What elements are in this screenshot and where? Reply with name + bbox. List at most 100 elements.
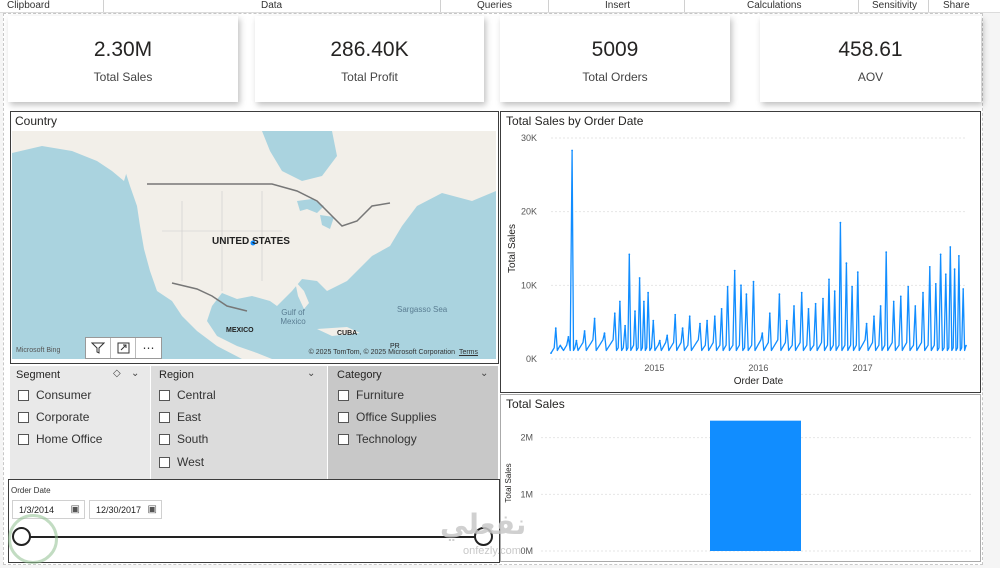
data-point (768, 312, 771, 315)
checkbox[interactable] (18, 433, 29, 445)
ribbon-group-sensitivity[interactable]: Sensitivity (872, 0, 918, 11)
slicer-option[interactable]: Technology (338, 432, 417, 446)
kpi-label: Total Orders (582, 70, 648, 84)
data-point (575, 339, 578, 342)
checkbox[interactable] (338, 389, 349, 401)
data-point (647, 291, 649, 294)
ribbon-group-data[interactable]: Data (261, 0, 283, 11)
slicer-option[interactable]: Central (159, 388, 216, 402)
data-point (934, 283, 937, 285)
map-label-sargasso: Sargasso Sea (397, 305, 448, 314)
chevron-down-icon[interactable]: ⌄ (307, 368, 316, 379)
map-area[interactable]: UNITED STATES MEXICO Gulf of Mexico Sarg… (12, 131, 496, 359)
slicer-option[interactable]: East (159, 410, 201, 424)
data-point (822, 297, 824, 300)
data-point (567, 336, 570, 338)
kpi-label: Total Profit (341, 70, 398, 84)
data-point (851, 285, 853, 288)
kpi-card-aov[interactable]: 458.61 AOV (760, 16, 981, 102)
kpi-label: Total Sales (93, 70, 153, 84)
ribbon-group-insert[interactable]: Insert (605, 0, 631, 11)
kpi-card-total-profit[interactable]: 286.40K Total Profit (255, 16, 484, 102)
data-point (619, 300, 621, 303)
eraser-icon[interactable]: ◇ (113, 368, 121, 379)
data-point (752, 280, 755, 283)
data-point (865, 322, 868, 325)
checkbox[interactable] (18, 389, 29, 401)
data-point (688, 315, 691, 318)
data-point (944, 273, 947, 276)
data-point (733, 269, 736, 272)
kpi-card-total-orders[interactable]: 5009 Total Orders (500, 16, 730, 102)
map-label-mexico: MEXICO (226, 327, 254, 334)
checkbox[interactable] (338, 433, 349, 445)
slicer-category: Category ⌄ Furniture Office Supplies Tec… (328, 366, 498, 479)
data-point (814, 302, 817, 305)
kpi-value: 2.30M (93, 38, 153, 61)
ribbon-group-queries[interactable]: Queries (477, 0, 513, 11)
checkbox[interactable] (159, 411, 170, 423)
ribbon-group-share[interactable]: Share (943, 0, 970, 11)
data-point (800, 291, 803, 294)
date-slicer-title: Order Date (11, 486, 51, 495)
x-tick-label: 2017 (853, 363, 873, 373)
slicer-option[interactable]: Furniture (338, 388, 404, 402)
data-point (785, 319, 788, 322)
data-point (833, 290, 836, 293)
slicer-option[interactable]: Home Office (18, 432, 102, 446)
data-point (681, 327, 684, 329)
y-tick-label: 30K (521, 133, 537, 143)
data-point (699, 322, 701, 325)
kpi-card-total-sales[interactable]: 2.30M Total Sales (8, 16, 238, 102)
checkbox[interactable] (18, 411, 29, 423)
kpi-label: AOV (857, 70, 884, 84)
map-title: Country (15, 114, 58, 128)
kpi-value: 5009 (591, 38, 639, 61)
more-options-icon[interactable]: ⋯ (142, 341, 155, 355)
data-point (761, 332, 764, 335)
slicer-option[interactable]: Consumer (18, 388, 91, 402)
data-point (879, 305, 882, 307)
slicer-option[interactable]: Corporate (18, 410, 89, 424)
data-point (720, 308, 723, 310)
filter-icon[interactable] (86, 338, 111, 358)
slicer-option[interactable]: Office Supplies (338, 410, 437, 424)
map-label-gulf: Gulf of Mexico (280, 308, 306, 326)
slicer-option[interactable]: West (159, 455, 204, 469)
date-range-end-handle[interactable] (474, 527, 493, 546)
chevron-down-icon[interactable]: ⌄ (480, 368, 489, 379)
ribbon-group-calculations[interactable]: Calculations (747, 0, 802, 11)
x-tick-label: 2016 (748, 363, 768, 373)
data-point (554, 327, 557, 329)
y-tick-label: 10K (521, 280, 537, 290)
calendar-icon[interactable]: ▣ (70, 504, 80, 515)
map-label-pr: PR (390, 343, 400, 350)
data-point (726, 285, 729, 288)
data-point (899, 295, 902, 298)
watermark-url: onfezly.com (463, 545, 521, 557)
y-tick-label: 0M (520, 546, 533, 556)
data-point (652, 319, 655, 322)
data-point (828, 278, 830, 281)
data-point (593, 317, 596, 320)
data-point (634, 310, 636, 312)
chevron-down-icon[interactable]: ⌄ (131, 368, 140, 379)
y-axis-label: Total Sales (507, 224, 518, 273)
data-point (922, 291, 924, 294)
data-point (839, 221, 842, 224)
data-point (560, 347, 563, 349)
map-terms-link[interactable]: Terms (458, 349, 478, 356)
kpi-value: 458.61 (838, 38, 903, 61)
slicer-option[interactable]: South (159, 432, 208, 446)
checkbox[interactable] (338, 411, 349, 423)
watermark-logo-icon (8, 514, 58, 564)
calendar-icon[interactable]: ▣ (147, 504, 157, 515)
date-range-track[interactable] (22, 536, 484, 538)
ribbon-group-clipboard[interactable]: Clipboard (7, 0, 50, 11)
checkbox[interactable] (159, 389, 170, 401)
x-tick-label: 2015 (644, 363, 664, 373)
checkbox[interactable] (159, 456, 170, 468)
focus-mode-icon[interactable] (111, 338, 136, 358)
end-date-input[interactable]: 12/30/2017 ▣ (89, 500, 162, 519)
checkbox[interactable] (159, 433, 170, 445)
